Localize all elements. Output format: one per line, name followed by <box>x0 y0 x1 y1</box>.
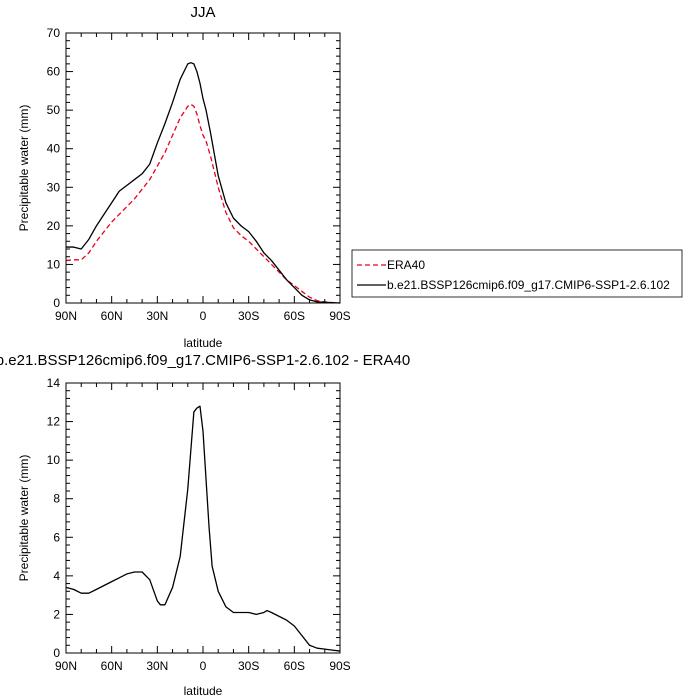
y-tick-label: 60 <box>47 65 61 79</box>
x-tick-label: 60N <box>101 659 123 673</box>
bottom-x-axis-label: latitude <box>184 684 223 698</box>
y-tick-label: 10 <box>47 453 61 467</box>
x-tick-label: 0 <box>200 659 207 673</box>
x-tick-label: 60S <box>284 309 305 323</box>
legend-label-era40: ERA40 <box>387 258 425 272</box>
x-tick-label: 90N <box>55 659 77 673</box>
y-tick-label: 0 <box>53 296 60 310</box>
y-tick-label: 50 <box>47 103 61 117</box>
y-tick-label: 14 <box>47 376 61 390</box>
bottom-plot-frame <box>65 382 341 654</box>
x-tick-label: 30S <box>238 659 259 673</box>
legend-label-model: b.e21.BSSP126cmip6.f09_g17.CMIP6-SSP1-2.… <box>387 278 670 292</box>
top-series-group <box>65 62 341 304</box>
y-tick-label: 30 <box>47 180 61 194</box>
bottom-chart-panel: b.e21.BSSP126cmip6.f09_g17.CMIP6-SSP1-2.… <box>0 352 410 698</box>
x-tick-label: 0 <box>200 309 207 323</box>
y-tick-label: 2 <box>53 607 60 621</box>
y-tick-label: 70 <box>47 26 61 40</box>
legend-box <box>351 249 683 298</box>
bottom-series-group <box>65 405 341 652</box>
legend: ERA40 b.e21.BSSP126cmip6.f09_g17.CMIP6-S… <box>351 249 683 298</box>
series-line-1-0 <box>65 405 341 652</box>
top-chart-title: JJA <box>190 4 215 21</box>
y-tick-label: 6 <box>53 530 60 544</box>
y-tick-label: 12 <box>47 415 61 429</box>
top-y-axis-label: Precipitable water (mm) <box>17 105 31 232</box>
top-chart-panel: JJA 90N 60N 30N 0 30S 60S 90S 0 10 20 30 40 50 60 70 l… <box>17 4 351 350</box>
x-tick-label: 30S <box>238 309 259 323</box>
top-x-axis-label: latitude <box>184 336 223 350</box>
y-tick-label: 40 <box>47 142 61 156</box>
bottom-y-axis-label: Precipitable water (mm) <box>17 455 31 582</box>
bottom-axis-ticks: 90N 60N 30N 0 30S 60S 90S 0 2 4 6 8 10 12 14 <box>47 376 351 673</box>
y-tick-label: 8 <box>53 492 60 506</box>
x-tick-label: 90S <box>329 309 350 323</box>
x-tick-label: 30N <box>146 659 168 673</box>
x-tick-label: 60S <box>284 659 305 673</box>
y-tick-label: 4 <box>53 569 60 583</box>
y-tick-label: 20 <box>47 219 61 233</box>
top-axis-ticks: 90N 60N 30N 0 30S 60S 90S 0 10 20 30 40 50 60 70 <box>47 26 351 323</box>
series-line-0-0 <box>65 103 341 304</box>
x-tick-label: 30N <box>146 309 168 323</box>
top-plot-frame <box>65 32 341 304</box>
x-tick-label: 90N <box>55 309 77 323</box>
y-tick-label: 10 <box>47 257 61 271</box>
x-tick-label: 60N <box>101 309 123 323</box>
series-line-0-1 <box>66 62 341 304</box>
bottom-chart-title: b.e21.BSSP126cmip6.f09_g17.CMIP6-SSP1-2.… <box>0 352 410 369</box>
x-tick-label: 90S <box>329 659 350 673</box>
y-tick-label: 0 <box>53 646 60 660</box>
